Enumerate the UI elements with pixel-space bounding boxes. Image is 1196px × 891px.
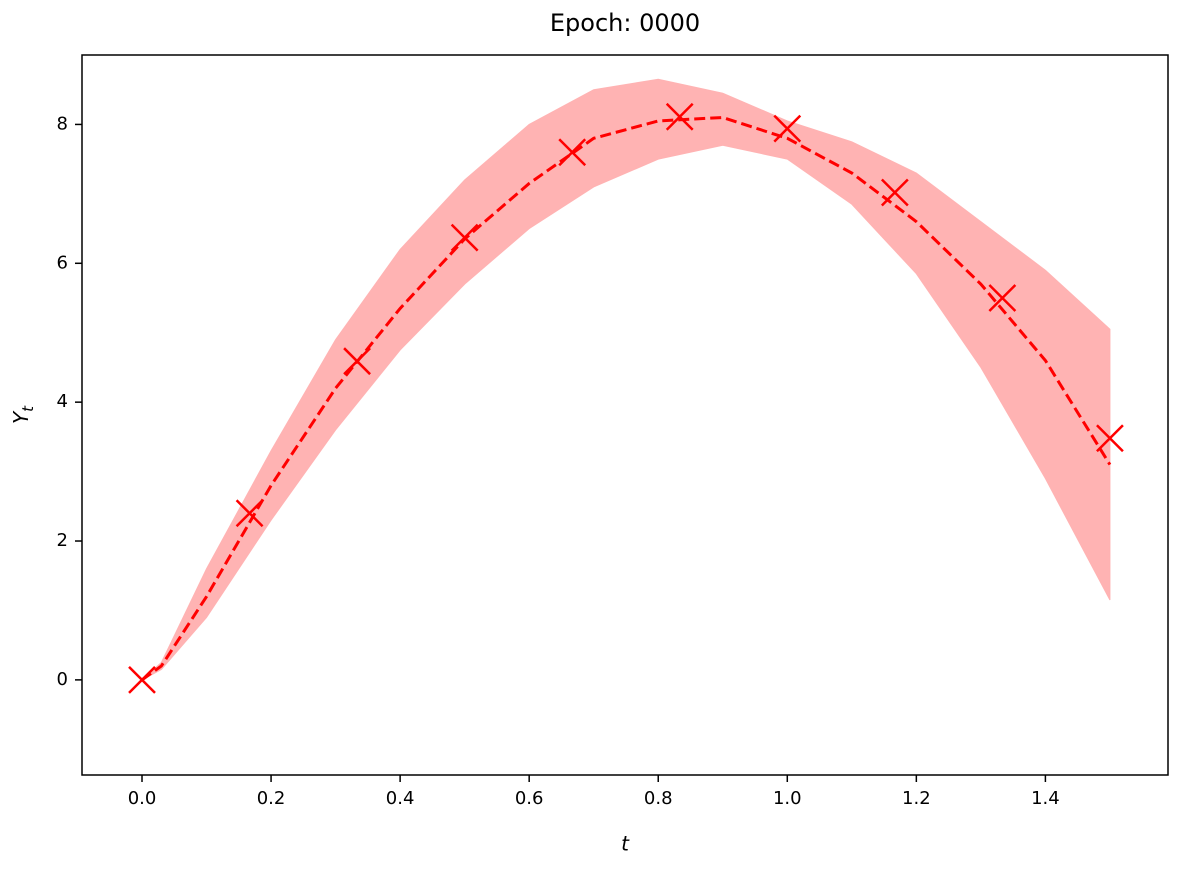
- cross-marker: [558, 138, 587, 167]
- cross-marker: [1096, 424, 1124, 453]
- x-axis-label: t: [621, 832, 630, 856]
- x-tick-label: 0.8: [644, 788, 673, 809]
- plot-frame: [81, 54, 1169, 776]
- y-axis-label-main: Y: [9, 410, 33, 424]
- cross-marker: [450, 223, 479, 252]
- x-tick-label: 1.0: [773, 788, 802, 809]
- cross-marker: [665, 102, 694, 131]
- mean-line: [141, 115, 1112, 682]
- x-tick-label: 0.6: [515, 788, 544, 809]
- x-tick-label: 1.4: [1031, 788, 1060, 809]
- x-tick-label: 1.2: [902, 788, 931, 809]
- cross-marker: [988, 284, 1017, 312]
- chart-title: Epoch: 0000: [550, 9, 700, 37]
- x-tick-label: 0.4: [386, 788, 415, 809]
- cross-marker: [235, 499, 264, 528]
- y-tick-label: 8: [57, 113, 68, 134]
- y-axis-label-sub: t: [19, 405, 37, 412]
- y-axis-label: Yt: [9, 405, 37, 424]
- cross-marker: [128, 665, 156, 694]
- y-tick-label: 2: [57, 530, 68, 551]
- cross-marker: [880, 178, 909, 207]
- y-tick-label: 4: [57, 391, 68, 412]
- x-tick-label: 0.0: [128, 788, 157, 809]
- cross-marker: [343, 347, 371, 376]
- y-tick-label: 0: [57, 669, 68, 690]
- y-tick-label: 6: [57, 252, 68, 273]
- cross-marker: [773, 114, 802, 143]
- x-tick-label: 0.2: [257, 788, 286, 809]
